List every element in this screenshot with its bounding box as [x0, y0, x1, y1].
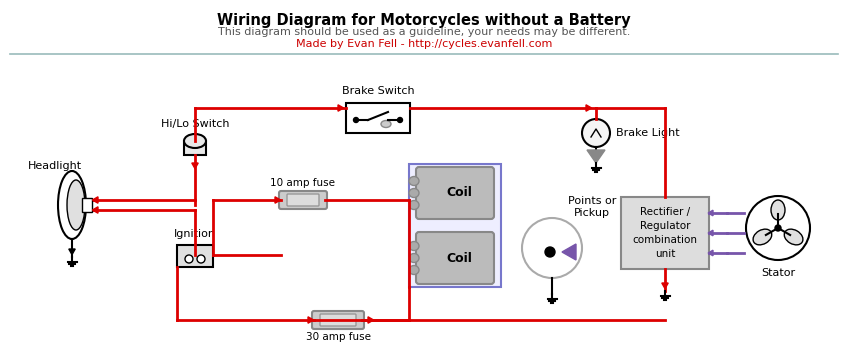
Polygon shape — [562, 244, 576, 260]
Ellipse shape — [409, 241, 419, 250]
Ellipse shape — [58, 171, 86, 239]
Bar — [346, 103, 410, 133]
Polygon shape — [708, 230, 713, 236]
Ellipse shape — [409, 189, 419, 198]
Ellipse shape — [409, 201, 419, 210]
Text: 30 amp fuse: 30 amp fuse — [305, 332, 371, 342]
Ellipse shape — [409, 265, 419, 274]
Text: Coil: Coil — [446, 186, 472, 199]
Polygon shape — [69, 249, 75, 254]
Circle shape — [185, 255, 193, 263]
Polygon shape — [338, 105, 343, 111]
Text: Made by Evan Fell - http://cycles.evanfell.com: Made by Evan Fell - http://cycles.evanfe… — [296, 39, 552, 49]
Ellipse shape — [784, 229, 803, 245]
Polygon shape — [192, 163, 198, 169]
Ellipse shape — [409, 177, 419, 186]
Circle shape — [545, 247, 555, 257]
FancyBboxPatch shape — [416, 232, 494, 284]
Text: Ignition: Ignition — [174, 229, 216, 239]
Text: Coil: Coil — [446, 252, 472, 265]
Text: Brake Switch: Brake Switch — [342, 86, 415, 96]
Ellipse shape — [381, 120, 391, 127]
Polygon shape — [92, 207, 98, 213]
Polygon shape — [275, 197, 281, 203]
Ellipse shape — [67, 180, 85, 230]
FancyBboxPatch shape — [320, 314, 356, 326]
Bar — [184, 141, 206, 155]
Bar — [177, 245, 213, 267]
Polygon shape — [587, 150, 605, 163]
Circle shape — [197, 255, 205, 263]
Text: Rectifier /
Regulator
combination
unit: Rectifier / Regulator combination unit — [633, 207, 698, 259]
Bar — [621, 197, 709, 269]
Text: Brake Light: Brake Light — [616, 128, 679, 138]
FancyBboxPatch shape — [287, 194, 319, 206]
FancyBboxPatch shape — [312, 311, 364, 329]
Text: Hi/Lo Switch: Hi/Lo Switch — [161, 119, 229, 129]
Polygon shape — [308, 317, 314, 323]
Circle shape — [522, 218, 582, 278]
Circle shape — [398, 118, 403, 123]
Ellipse shape — [184, 134, 206, 148]
Text: Points or
Pickup: Points or Pickup — [568, 197, 616, 218]
Circle shape — [354, 118, 359, 123]
Polygon shape — [586, 105, 592, 111]
Ellipse shape — [753, 229, 772, 245]
Ellipse shape — [409, 253, 419, 262]
Text: Headlight: Headlight — [28, 161, 82, 171]
Polygon shape — [708, 210, 713, 216]
Polygon shape — [92, 197, 98, 203]
Circle shape — [746, 196, 810, 260]
Bar — [82, 198, 92, 212]
Text: Stator: Stator — [761, 268, 795, 278]
Polygon shape — [661, 283, 668, 289]
Circle shape — [775, 225, 781, 231]
Ellipse shape — [771, 200, 785, 220]
Circle shape — [582, 119, 610, 147]
Bar — [409, 164, 501, 287]
FancyBboxPatch shape — [279, 191, 327, 209]
Text: 10 amp fuse: 10 amp fuse — [271, 178, 336, 188]
Text: Wiring Diagram for Motorcycles without a Battery: Wiring Diagram for Motorcycles without a… — [217, 13, 631, 28]
FancyBboxPatch shape — [416, 167, 494, 219]
Polygon shape — [368, 317, 374, 323]
Polygon shape — [708, 250, 713, 256]
Text: This diagram should be used as a guideline, your needs may be different.: This diagram should be used as a guideli… — [218, 27, 630, 37]
